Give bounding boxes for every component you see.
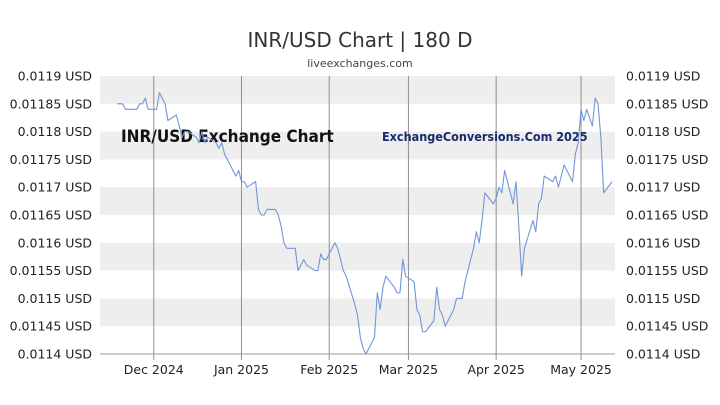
watermark-left: INR/USD Exchange Chart (121, 127, 334, 147)
x-tick-label: Dec 2024 (124, 362, 184, 377)
series-group (116, 92, 613, 355)
watermark-right: ExchangeConversions.Com 2025 (382, 129, 588, 144)
grid-band (100, 298, 615, 327)
y-axis-ticks-left: 0.0114 USD 0.01145 USD 0.0115 USD 0.01155 U… (10, 69, 92, 362)
x-tick-label: Jan 2025 (213, 362, 269, 377)
y-tick-label-left: 0.01155 USD (10, 263, 92, 278)
grid-band (100, 242, 615, 271)
x-axis-ticks: Dec 2024 Jan 2025 Feb 2025 Mar 2025 Apr 2025… (124, 362, 612, 377)
y-tick-label-left: 0.0118 USD (18, 124, 92, 139)
x-tick-label: Apr 2025 (467, 362, 524, 377)
y-tick-label-left: 0.0119 USD (18, 69, 92, 84)
x-tick-label: Feb 2025 (300, 362, 358, 377)
series-line-0 (116, 92, 613, 355)
y-tick-label-right: 0.01165 USD (626, 208, 708, 223)
y-tick-label-right: 0.0116 USD (626, 235, 700, 250)
y-tick-label-left: 0.01185 USD (10, 96, 92, 111)
y-tick-label-left: 0.01145 USD (10, 319, 92, 334)
grid-band (100, 76, 615, 104)
y-tick-label-right: 0.0115 USD (626, 291, 700, 306)
y-tick-label-right: 0.01185 USD (626, 96, 708, 111)
chart-subtitle: liveexchanges.com (307, 57, 412, 70)
y-tick-label-left: 0.0114 USD (18, 347, 92, 362)
y-tick-label-left: 0.0115 USD (18, 291, 92, 306)
y-axis-ticks-right: 0.0114 USD 0.01145 USD 0.0115 USD 0.01155 U… (626, 69, 708, 362)
vertical-gridlines (153, 76, 582, 360)
grid-band (100, 131, 615, 160)
y-tick-label-left: 0.01165 USD (10, 208, 92, 223)
y-tick-label-left: 0.0116 USD (18, 235, 92, 250)
y-tick-label-left: 0.01175 USD (10, 152, 92, 167)
y-tick-label-right: 0.01155 USD (626, 263, 708, 278)
y-tick-label-left: 0.0117 USD (18, 180, 92, 195)
y-tick-label-right: 0.0114 USD (626, 347, 700, 362)
y-tick-label-right: 0.01145 USD (626, 319, 708, 334)
y-tick-label-right: 0.0118 USD (626, 124, 700, 139)
x-tick-label: May 2025 (550, 362, 612, 377)
y-tick-label-right: 0.01175 USD (626, 152, 708, 167)
y-tick-label-right: 0.0119 USD (626, 69, 700, 84)
chart-title: INR/USD Chart | 180 D (248, 28, 473, 52)
grid-band (100, 187, 615, 215)
grid-bands (100, 76, 615, 327)
y-tick-label-right: 0.0117 USD (626, 180, 700, 195)
x-tick-label: Mar 2025 (379, 362, 438, 377)
